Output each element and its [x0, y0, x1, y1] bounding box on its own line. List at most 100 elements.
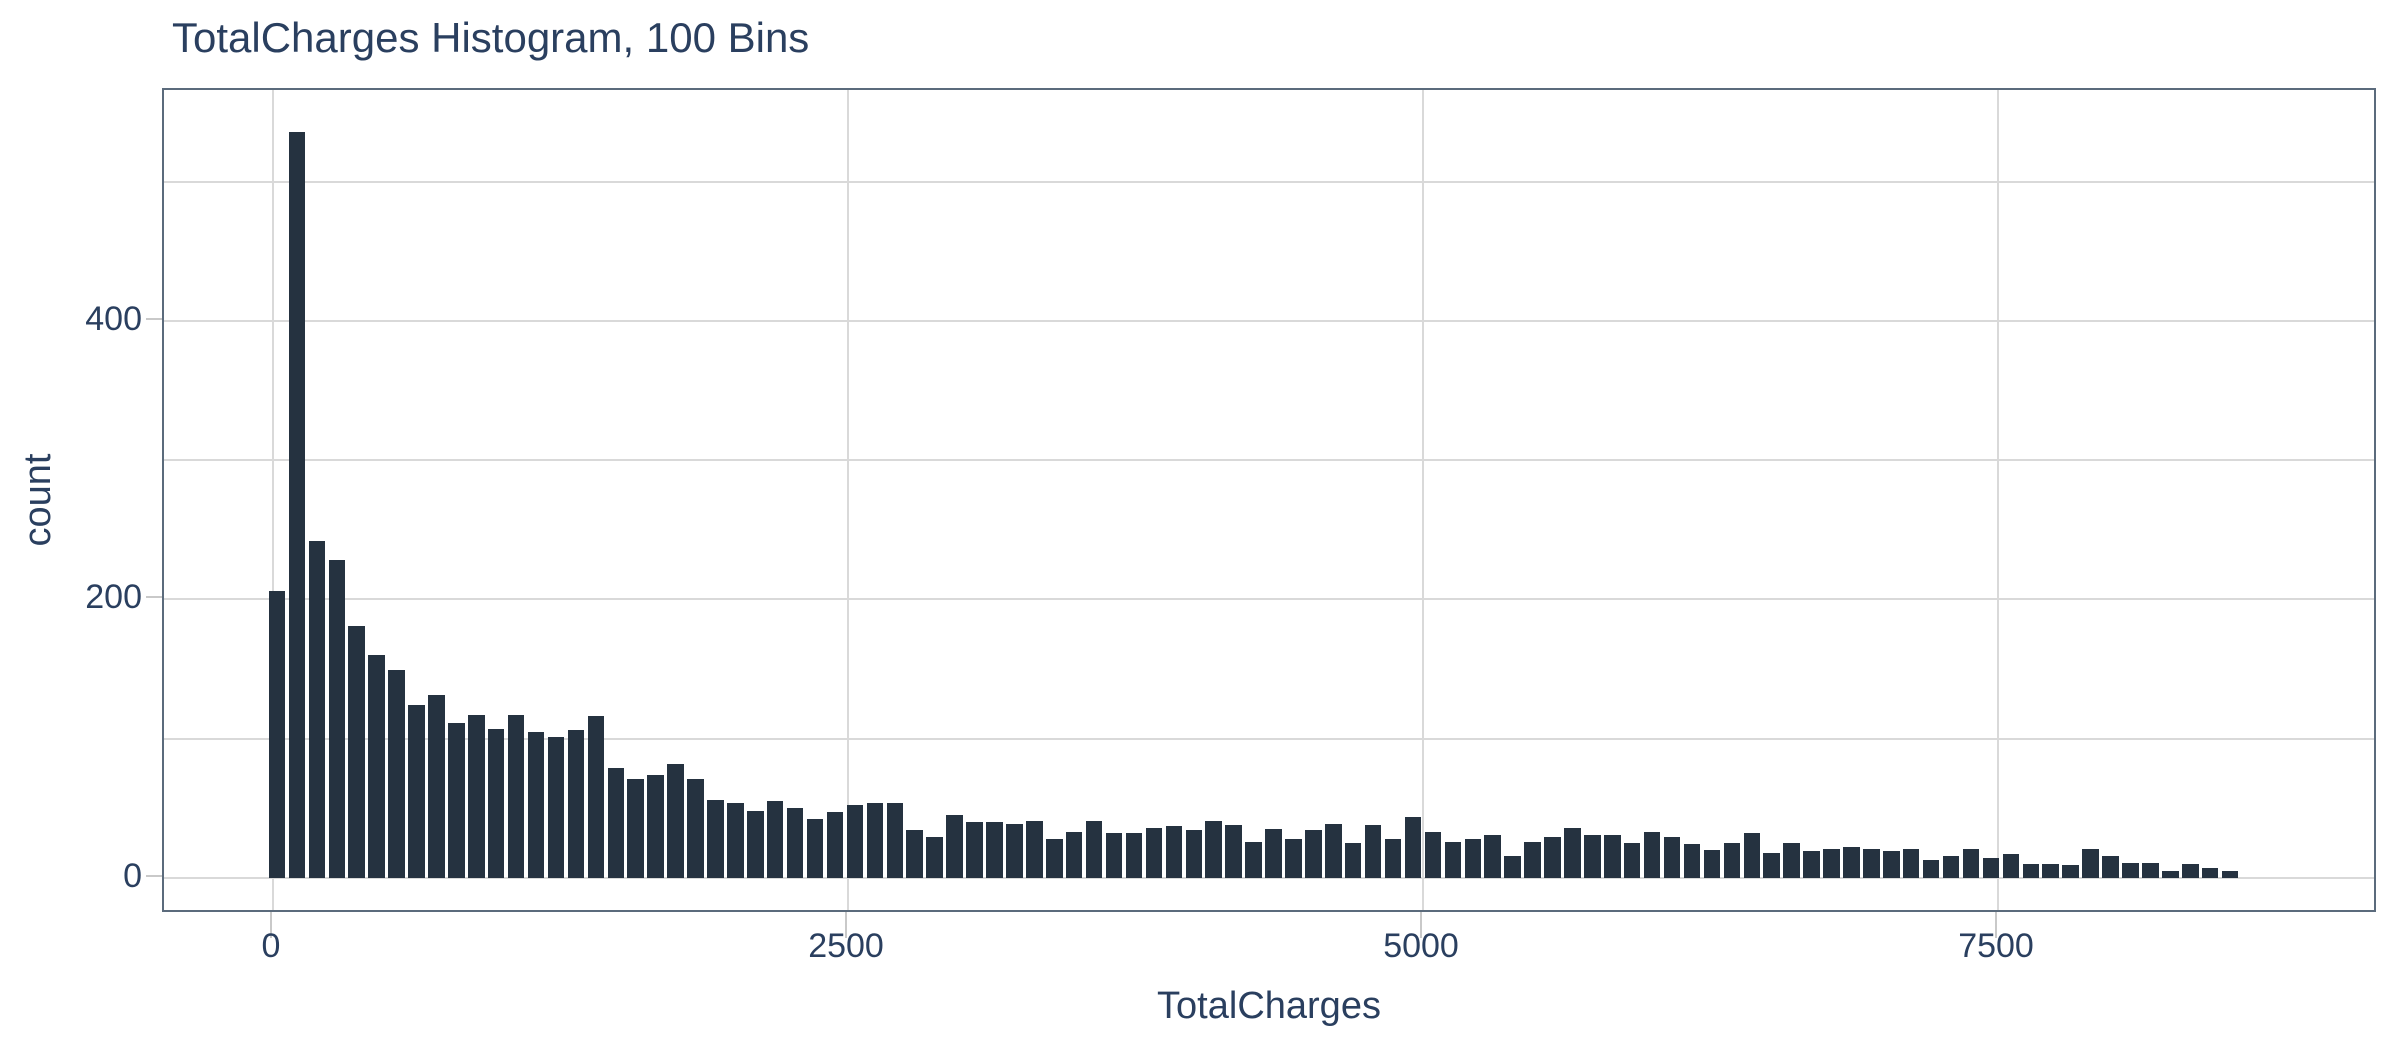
- histogram-bar: [1145, 827, 1163, 878]
- y-tick-label: 400: [85, 300, 142, 339]
- histogram-bar: [786, 808, 804, 878]
- histogram-bar: [727, 802, 744, 878]
- y-gridline: [164, 459, 2374, 462]
- histogram-bar: [2221, 870, 2239, 878]
- histogram-bar: [2102, 855, 2119, 878]
- histogram-bar: [1285, 838, 1302, 878]
- y-gridline: [164, 737, 2374, 740]
- histogram-bar: [1464, 838, 1482, 878]
- x-gridline: [272, 90, 275, 910]
- histogram-bar: [627, 778, 644, 878]
- histogram-bar: [1723, 843, 1741, 878]
- histogram-bar: [1205, 820, 1222, 878]
- histogram-bar: [1962, 848, 1980, 878]
- y-tick-label: 200: [85, 578, 142, 617]
- histogram-bar: [288, 131, 306, 878]
- histogram-bar: [1524, 841, 1541, 878]
- x-gridline: [1422, 90, 1425, 910]
- histogram-bar: [1105, 833, 1123, 878]
- histogram-bar: [1265, 829, 1282, 878]
- histogram-bar: [1623, 843, 1641, 878]
- histogram-bar: [1444, 841, 1462, 878]
- histogram-bar: [1863, 848, 1880, 878]
- chart-title: TotalCharges Histogram, 100 Bins: [172, 14, 810, 61]
- histogram-bar: [1743, 833, 1761, 878]
- histogram-bar: [1484, 834, 1501, 878]
- y-gridline: [164, 320, 2374, 323]
- histogram-bar: [1604, 834, 1621, 878]
- histogram-bar: [1942, 855, 1960, 878]
- histogram-bar: [1883, 851, 1900, 878]
- histogram-bar: [1085, 820, 1103, 878]
- histogram-bar: [1823, 848, 1840, 878]
- histogram-bar: [687, 778, 704, 878]
- histogram-bar: [1026, 820, 1043, 878]
- histogram-bar: [1584, 834, 1601, 878]
- histogram-bar: [587, 716, 605, 878]
- x-tick-mark: [270, 912, 273, 938]
- histogram-bar: [1185, 830, 1203, 878]
- x-tick-mark: [1420, 912, 1423, 938]
- histogram-bar: [527, 731, 545, 878]
- histogram-bar: [268, 591, 286, 878]
- histogram-bar: [1683, 844, 1701, 878]
- x-gridline: [847, 90, 850, 910]
- y-tick-mark: [146, 596, 162, 599]
- histogram-bar: [946, 815, 963, 878]
- histogram-bar: [1564, 827, 1581, 878]
- histogram-bar: [2142, 862, 2159, 878]
- histogram-bar: [1902, 848, 1920, 878]
- histogram-bar: [2201, 868, 2219, 878]
- histogram-bar: [2022, 863, 2040, 878]
- histogram-bar: [747, 811, 764, 878]
- histogram-bar: [1245, 841, 1262, 878]
- histogram-bar: [1125, 833, 1143, 878]
- x-gridline: [1997, 90, 2000, 910]
- histogram-bar: [766, 801, 784, 878]
- histogram-bar: [647, 774, 664, 878]
- histogram-bar: [1663, 837, 1681, 878]
- histogram-bar: [328, 560, 346, 878]
- histogram-bar: [2162, 870, 2179, 878]
- y-gridline: [164, 876, 2374, 879]
- histogram-bar: [1803, 851, 1820, 878]
- histogram-bar: [1225, 824, 1242, 878]
- histogram-bar: [468, 714, 485, 878]
- x-tick-mark: [1995, 912, 1998, 938]
- histogram-bar: [806, 819, 824, 878]
- histogram-bar: [1006, 823, 1023, 878]
- histogram-bar: [1763, 852, 1780, 878]
- histogram-bar: [846, 805, 864, 878]
- histogram-bar: [1544, 837, 1561, 878]
- histogram-bar: [1344, 843, 1362, 878]
- histogram-bar: [826, 812, 844, 878]
- histogram-bar: [1982, 858, 2000, 878]
- histogram-bar: [388, 670, 405, 878]
- histogram-bar: [1384, 838, 1402, 878]
- histogram-bar: [1843, 847, 1860, 878]
- histogram-bar: [2082, 848, 2099, 878]
- histogram-bar: [448, 723, 465, 878]
- histogram-bar: [1325, 823, 1342, 878]
- y-gridline: [164, 180, 2374, 183]
- histogram-bar: [567, 730, 585, 878]
- y-axis-title: count: [17, 453, 59, 547]
- x-tick-label: 5000: [1383, 927, 1459, 965]
- histogram-bar: [926, 837, 943, 878]
- histogram-bar: [487, 728, 505, 878]
- histogram-bar: [2181, 863, 2199, 878]
- histogram-bar: [1165, 826, 1183, 878]
- histogram-bar: [1065, 831, 1083, 878]
- histogram-bar: [1305, 830, 1322, 878]
- histogram-bar: [428, 695, 445, 878]
- histogram-bar: [1404, 816, 1422, 878]
- histogram-bar: [2002, 854, 2020, 878]
- histogram-bar: [906, 830, 923, 878]
- histogram-bar: [1703, 849, 1721, 878]
- histogram-bar: [667, 763, 684, 878]
- histogram-bar: [308, 540, 326, 878]
- x-tick-label: 2500: [808, 927, 884, 965]
- histogram-bar: [1364, 824, 1382, 878]
- histogram-bar: [2062, 865, 2079, 878]
